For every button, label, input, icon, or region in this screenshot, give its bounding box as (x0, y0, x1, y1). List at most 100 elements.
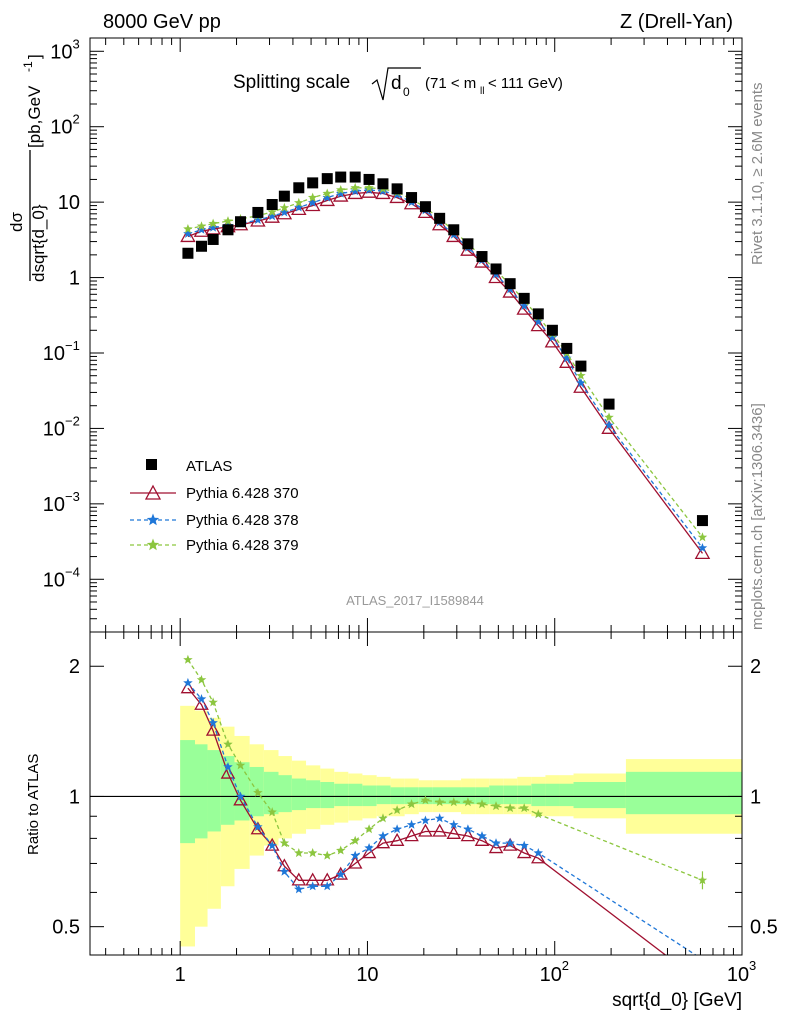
legend: ATLAS Pythia 6.428 370 Pythia 6.428 378 … (130, 458, 299, 554)
ratio-point (463, 824, 473, 834)
ratio-point (531, 850, 546, 864)
data-point (488, 269, 504, 284)
data-point (502, 283, 518, 298)
chart-title: Splitting scale d 0 (71 < m ll < 111 GeV… (233, 67, 563, 101)
y-tick-label: 10 (58, 192, 80, 214)
x-tick-label: 1 (175, 964, 186, 986)
ratio-point (505, 803, 515, 813)
ratio-point (183, 677, 193, 687)
data-point (519, 301, 529, 310)
data-point (694, 545, 711, 559)
data-point (603, 398, 615, 410)
ratio-point (196, 674, 207, 684)
x-tick-label-base: 10 (540, 964, 562, 986)
ratio-marks (180, 654, 708, 955)
legend-label-atlas: ATLAS (186, 458, 232, 475)
inner-band-bin (432, 787, 448, 805)
data-point (696, 515, 708, 527)
ratio-point (250, 821, 266, 835)
ratio-point (235, 760, 246, 770)
ratio-point (194, 696, 209, 710)
data-point (601, 420, 617, 434)
data-point (476, 251, 488, 263)
ratio-point (404, 828, 419, 842)
ratio-point (253, 822, 263, 831)
ratio-point (223, 739, 233, 749)
data-point (575, 360, 587, 372)
mcplots-label: mcplots.cern.ch [arXiv:1306.3436] (749, 403, 766, 630)
ratio-y-tick-label-left: 2 (69, 656, 80, 678)
legend-marker-378 (146, 513, 160, 526)
data-point (207, 233, 219, 245)
data-point (347, 185, 363, 200)
ratio-point (460, 828, 476, 842)
data-point (364, 182, 374, 192)
ratio-point (378, 813, 388, 823)
data-point (406, 192, 418, 204)
data-point (336, 188, 346, 198)
inner-band-bin (503, 785, 518, 805)
ratio-point (434, 813, 445, 823)
main-marks (180, 171, 711, 559)
data-point (546, 324, 558, 336)
ratio-point (432, 823, 447, 837)
x-tick-label-exp: 3 (749, 958, 756, 973)
ratio-y-tick-label-right: 2 (750, 656, 761, 678)
data-point (291, 201, 307, 215)
chart-title-main: Splitting scale (233, 72, 350, 93)
series-pythia-6-428-370 (180, 183, 711, 559)
inner-band-bin (234, 762, 250, 821)
data-point (462, 238, 474, 250)
data-point (516, 300, 532, 315)
ratio-y-tick-label-left: 1 (69, 786, 80, 808)
ratio-point (463, 797, 473, 807)
chart-title-range-pre: (71 < m (425, 75, 476, 92)
legend-label-379: Pythia 6.428 379 (186, 537, 299, 554)
ratio-point (406, 799, 417, 809)
y-tick-label-text: 10 (50, 41, 72, 63)
inner-band-bin (278, 775, 292, 813)
ratio-point (474, 832, 490, 846)
data-point (361, 183, 377, 198)
legend-star-378-shape (146, 513, 160, 526)
x-axis: 1 10 10 2 10 3 (105, 632, 756, 986)
ratio-point (502, 837, 518, 851)
data-point (183, 224, 193, 234)
ratio-point (406, 819, 417, 829)
data-point (322, 188, 332, 198)
ratio-line-pythia-6-428-370 (187, 687, 667, 955)
ratio-point (196, 694, 207, 703)
ratio-point (378, 831, 388, 841)
inner-band-bin (404, 787, 419, 805)
inner-band-bin (545, 783, 560, 807)
ratio-point (477, 799, 487, 809)
ratio-point (347, 855, 363, 869)
inner-band-bin (194, 744, 208, 839)
ratio-point (505, 838, 515, 848)
ratio-point (533, 809, 543, 819)
ratio-point (205, 722, 221, 736)
data-point (446, 228, 462, 243)
ratio-point (322, 850, 332, 860)
data-point (377, 178, 389, 190)
legend-marker-379 (146, 538, 160, 551)
inner-band-bin (320, 782, 335, 809)
ratio-point (375, 835, 391, 849)
sqrt-symbol (371, 67, 421, 101)
inner-band-bin (348, 783, 363, 807)
data-point (267, 207, 277, 216)
data-point (196, 224, 207, 234)
data-point (448, 224, 460, 236)
ratio-point (208, 717, 218, 727)
inner-band-bin (447, 787, 462, 805)
y-tick-label: 1 (69, 268, 80, 290)
data-point (576, 370, 586, 380)
data-point (322, 192, 332, 202)
ratio-point (491, 801, 501, 811)
rivet-label: Rivet 3.1.10, ≥ 2.6M events (749, 83, 766, 266)
ratio-point (420, 795, 431, 805)
ratio-point (279, 866, 290, 876)
